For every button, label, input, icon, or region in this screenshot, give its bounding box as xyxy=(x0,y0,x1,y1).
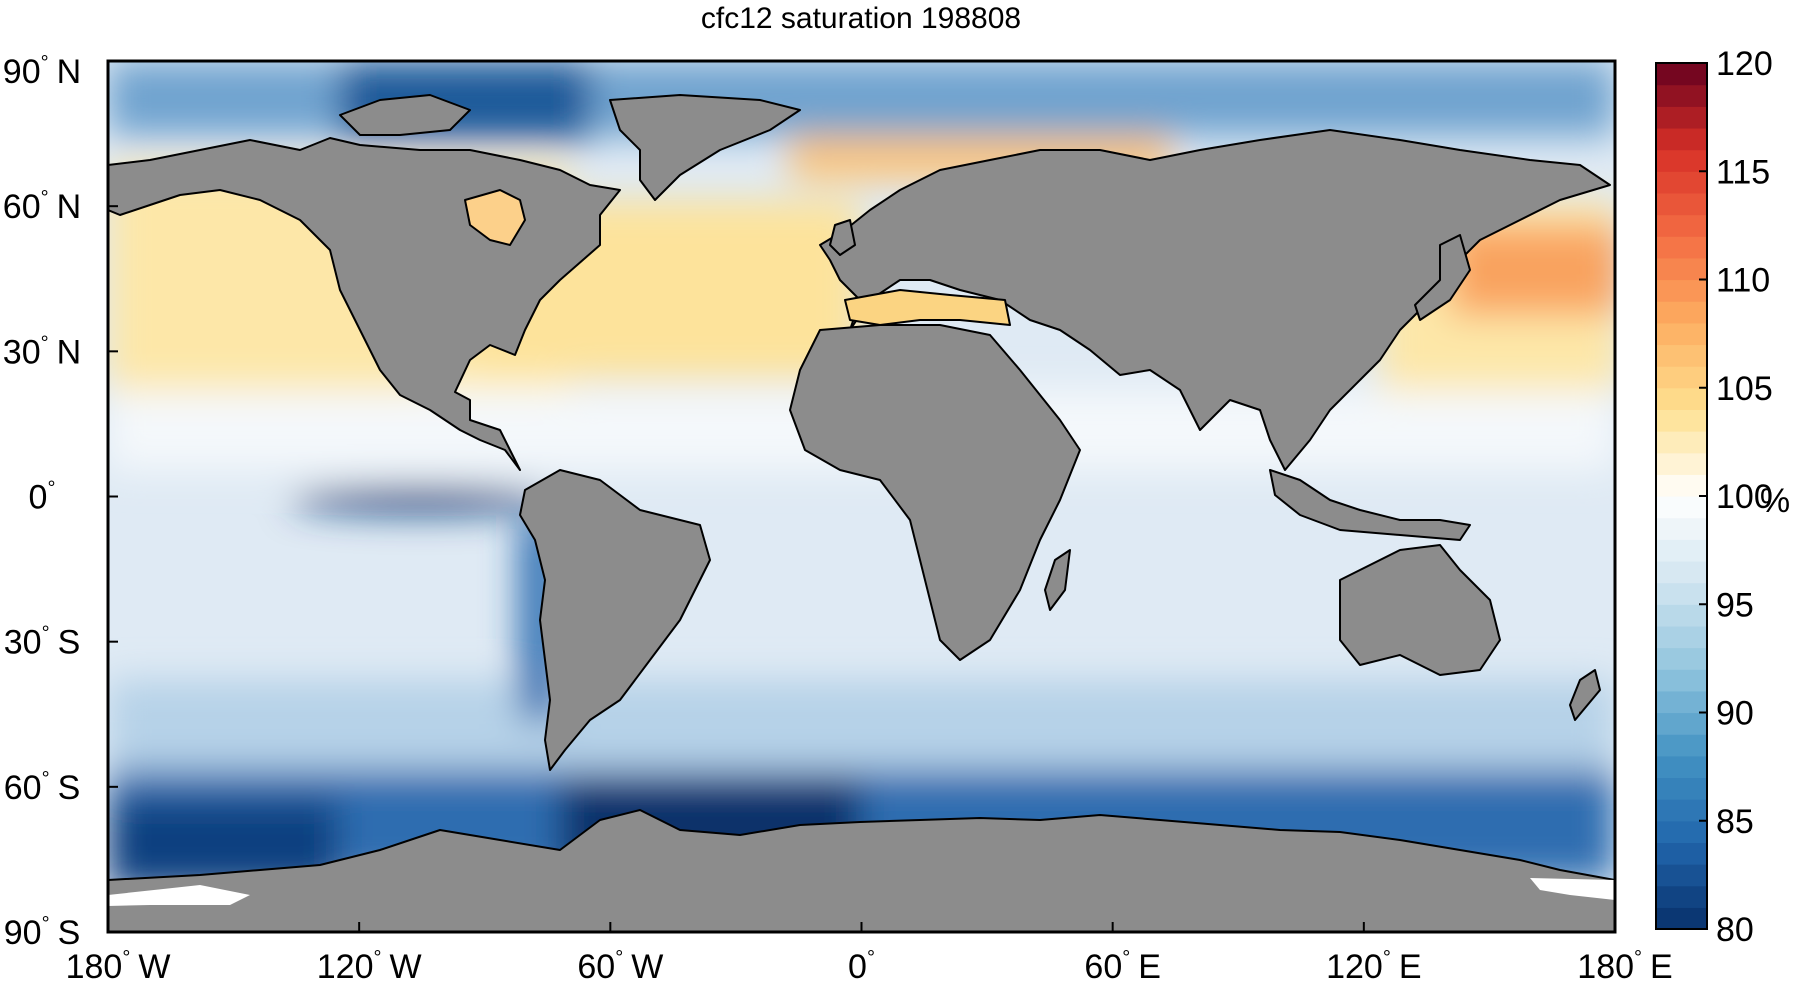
y-tick-label: 60° N xyxy=(3,187,81,226)
colorbar-swatch xyxy=(1656,474,1707,497)
colorbar-tick-label: 95 xyxy=(1716,586,1754,624)
x-axis-ticks: 180° W 120° W 60° W 0° 60° E 120° E 180° E xyxy=(66,922,1673,984)
land-indonesia xyxy=(1269,469,1471,541)
colorbar-swatch xyxy=(1656,755,1707,779)
colorbar-swatch xyxy=(1656,820,1707,843)
map-title: cfc12 saturation 198808 xyxy=(701,2,1021,35)
colorbar-swatch xyxy=(1656,669,1707,692)
colorbar-swatch xyxy=(1656,366,1707,389)
colorbar-swatch xyxy=(1656,582,1707,605)
y-tick-label: 90° N xyxy=(3,52,81,91)
land-mediterranean-water xyxy=(844,289,1011,326)
land-south-america xyxy=(519,469,711,771)
colorbar-tick-label: 105 xyxy=(1716,370,1773,408)
colorbar-swatch xyxy=(1656,322,1707,346)
x-tick-label: 120° E xyxy=(1326,947,1421,984)
y-tick-label: 30° N xyxy=(3,332,81,371)
y-tick-label: 60° S xyxy=(4,768,81,807)
colorbar-swatch xyxy=(1656,842,1707,865)
x-tick-label: 0° xyxy=(848,947,875,984)
colorbar-swatch xyxy=(1656,192,1707,216)
colorbar-swatch xyxy=(1656,149,1707,172)
land-uk xyxy=(829,219,856,256)
colorbar-swatch xyxy=(1656,301,1707,324)
colorbar-swatch xyxy=(1656,431,1707,454)
ocean-region-arctic xyxy=(108,61,1615,136)
land-japan xyxy=(1414,234,1471,321)
y-axis-ticks: 90° N 60° N 30° N 0° 30° S 60° S 90° S xyxy=(3,52,118,952)
y-tick-label: 30° S xyxy=(4,623,81,662)
land-antarctica xyxy=(108,809,1615,932)
colorbar-swatch xyxy=(1656,63,1707,86)
colorbar-swatch xyxy=(1656,647,1707,670)
missing-data-east xyxy=(1530,878,1615,900)
colorbar-swatch xyxy=(1656,106,1707,129)
colorbar-swatch xyxy=(1656,257,1707,281)
colorbar-swatch xyxy=(1656,690,1707,714)
colorbar-swatch xyxy=(1656,560,1707,584)
x-tick-label: 180° W xyxy=(66,947,171,984)
colorbar-tick-label: 115 xyxy=(1716,153,1770,191)
land-arctic-islands xyxy=(339,94,471,136)
colorbar-tick-label: 80 xyxy=(1716,911,1754,949)
land-africa xyxy=(789,324,1081,661)
colorbar-swatch xyxy=(1656,517,1707,540)
colorbar-swatch xyxy=(1656,236,1707,259)
colorbar-swatch xyxy=(1656,799,1707,822)
colorbar-swatch xyxy=(1656,84,1707,107)
colorbar-swatch xyxy=(1656,864,1707,887)
x-tick-label: 60° E xyxy=(1084,947,1161,984)
missing-data xyxy=(108,878,1615,906)
y-tick-label: 0° xyxy=(29,478,56,517)
colorbar-swatch xyxy=(1656,409,1707,432)
map-plot-area xyxy=(108,61,1615,932)
colorbar-swatch xyxy=(1656,777,1707,800)
land-new-zealand xyxy=(1569,669,1601,721)
colorbar-swatch xyxy=(1656,734,1707,757)
colorbar-unit: % xyxy=(1760,482,1790,520)
colorbar-swatch xyxy=(1656,344,1707,367)
land-greenland xyxy=(609,94,801,201)
colorbar-swatch xyxy=(1656,625,1707,649)
colorbar-swatch xyxy=(1656,452,1707,475)
colorbar-tick-label: 110 xyxy=(1716,262,1770,300)
colorbar-swatch xyxy=(1656,127,1707,151)
land-australia xyxy=(1339,544,1501,676)
land-eurasia xyxy=(819,129,1611,471)
y-tick-label: 90° S xyxy=(4,913,81,952)
colorbar-ticks: 80 85 90 95 100 105 110 115 120 xyxy=(1699,45,1773,949)
ocean-region-southern-mid xyxy=(108,680,1615,770)
colorbar-swatch xyxy=(1656,712,1707,735)
x-tick-label: 60° W xyxy=(577,947,663,984)
colorbar-swatch xyxy=(1656,496,1707,519)
colorbar-tick-label: 90 xyxy=(1716,695,1754,733)
colorbar-swatch xyxy=(1656,387,1707,410)
colorbar: 80 85 90 95 100 105 110 115 120 % xyxy=(1655,45,1790,949)
land-madagascar xyxy=(1044,549,1071,611)
x-tick-label: 180° E xyxy=(1577,947,1672,984)
colorbar-tick-label: 85 xyxy=(1716,803,1754,841)
colorbar-swatch xyxy=(1656,907,1707,930)
missing-data-ross xyxy=(108,885,250,906)
ocean-region-eq-cold-tongue xyxy=(290,488,550,512)
colorbar-swatch xyxy=(1656,539,1707,562)
land-hudson-bay-water xyxy=(464,189,526,246)
colorbar-swatch xyxy=(1656,214,1707,237)
colorbar-swatch xyxy=(1656,885,1707,908)
colorbar-swatch xyxy=(1656,171,1707,194)
land xyxy=(108,94,1615,932)
x-tick-label: 120° W xyxy=(317,947,422,984)
colorbar-tick-label: 120 xyxy=(1716,45,1773,83)
colorbar-swatches xyxy=(1656,63,1707,930)
colorbar-swatch xyxy=(1656,604,1707,627)
colorbar-swatch xyxy=(1656,279,1707,302)
colorbar-tick-label: 100 xyxy=(1716,478,1773,516)
